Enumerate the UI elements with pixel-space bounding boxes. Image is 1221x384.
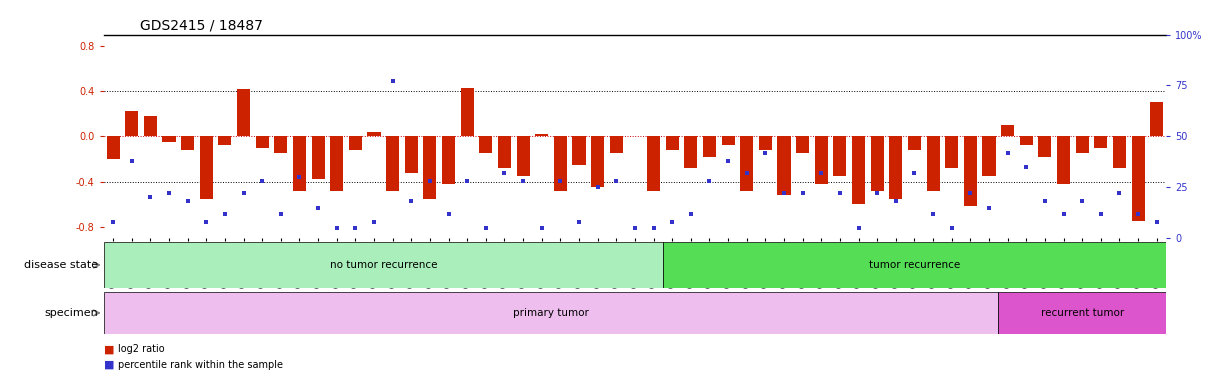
Bar	[889, 136, 902, 199]
Text: GDS2415 / 18487: GDS2415 / 18487	[140, 19, 264, 33]
Bar	[480, 136, 492, 153]
Bar	[722, 136, 735, 146]
Bar	[945, 136, 958, 168]
Bar	[386, 136, 399, 190]
Bar	[1001, 125, 1015, 136]
Bar	[927, 136, 940, 190]
Bar	[460, 88, 474, 136]
Bar	[1057, 136, 1070, 184]
Bar	[852, 136, 866, 204]
Bar	[275, 136, 287, 153]
Bar	[200, 136, 212, 199]
Bar	[104, 242, 663, 288]
Bar	[703, 136, 716, 157]
Bar	[424, 136, 436, 199]
Bar	[106, 136, 120, 159]
Bar	[814, 136, 828, 184]
Text: percentile rank within the sample: percentile rank within the sample	[118, 360, 283, 370]
Bar	[573, 136, 586, 165]
Bar	[349, 136, 361, 150]
Bar	[255, 136, 269, 147]
Bar	[983, 136, 995, 176]
Bar	[162, 136, 176, 142]
Bar	[665, 136, 679, 150]
Bar	[126, 111, 138, 136]
Bar	[778, 136, 790, 195]
Bar	[684, 136, 697, 168]
Bar	[796, 136, 810, 153]
Bar	[293, 136, 306, 190]
Bar	[368, 132, 381, 136]
Bar	[104, 292, 999, 334]
Bar	[219, 136, 232, 146]
Bar	[740, 136, 753, 190]
Text: tumor recurrence: tumor recurrence	[869, 260, 960, 270]
Bar	[330, 136, 343, 190]
Bar	[498, 136, 512, 168]
Bar	[535, 134, 548, 136]
Text: no tumor recurrence: no tumor recurrence	[330, 260, 437, 270]
Bar	[554, 136, 567, 190]
Bar	[1094, 136, 1107, 147]
Bar	[144, 116, 158, 136]
Text: ■: ■	[104, 344, 115, 354]
Bar	[181, 136, 194, 150]
Text: recurrent tumor: recurrent tumor	[1040, 308, 1123, 318]
Bar	[871, 136, 884, 190]
Bar	[647, 136, 661, 190]
Bar	[999, 292, 1166, 334]
Text: ■: ■	[104, 360, 115, 370]
Bar	[516, 136, 530, 176]
Bar	[1132, 136, 1144, 221]
Bar	[1076, 136, 1089, 153]
Bar	[663, 242, 1166, 288]
Bar	[591, 136, 604, 187]
Bar	[1038, 136, 1051, 157]
Bar	[237, 89, 250, 136]
Bar	[405, 136, 418, 172]
Bar	[442, 136, 455, 184]
Text: primary tumor: primary tumor	[513, 308, 589, 318]
Bar	[759, 136, 772, 150]
Text: disease state: disease state	[23, 260, 98, 270]
Bar	[908, 136, 921, 150]
Text: specimen: specimen	[44, 308, 98, 318]
Bar	[311, 136, 325, 179]
Bar	[963, 136, 977, 207]
Bar	[1020, 136, 1033, 146]
Bar	[609, 136, 623, 153]
Text: log2 ratio: log2 ratio	[118, 344, 165, 354]
Bar	[834, 136, 846, 176]
Bar	[1114, 136, 1126, 168]
Bar	[1150, 103, 1164, 136]
